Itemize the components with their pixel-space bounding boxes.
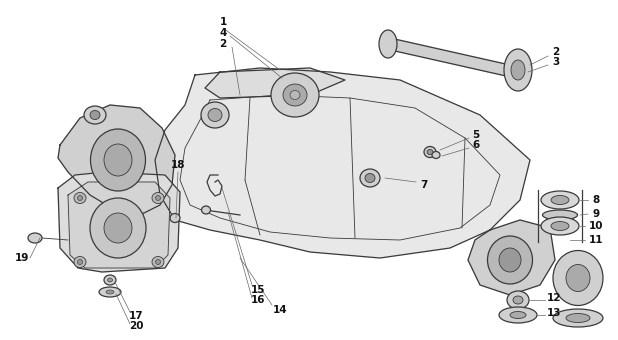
Ellipse shape — [290, 90, 300, 100]
Ellipse shape — [541, 191, 579, 209]
Text: 11: 11 — [589, 235, 603, 245]
Text: 13: 13 — [547, 308, 561, 318]
Ellipse shape — [156, 195, 161, 201]
Text: 4: 4 — [219, 28, 227, 38]
Ellipse shape — [511, 60, 525, 80]
Ellipse shape — [77, 195, 82, 201]
Ellipse shape — [106, 290, 114, 294]
Ellipse shape — [427, 150, 433, 154]
Ellipse shape — [201, 102, 229, 128]
Ellipse shape — [271, 73, 319, 117]
Text: 8: 8 — [593, 195, 599, 205]
Text: 1: 1 — [219, 17, 227, 27]
Ellipse shape — [104, 144, 132, 176]
Text: 12: 12 — [547, 293, 561, 303]
Ellipse shape — [74, 256, 86, 268]
Ellipse shape — [553, 309, 603, 327]
Ellipse shape — [499, 307, 537, 323]
Ellipse shape — [90, 110, 100, 119]
Ellipse shape — [90, 198, 146, 258]
Text: 19: 19 — [15, 253, 29, 263]
Ellipse shape — [104, 275, 116, 285]
Text: 18: 18 — [171, 160, 185, 170]
Ellipse shape — [541, 217, 579, 235]
Ellipse shape — [201, 206, 211, 214]
Ellipse shape — [551, 195, 569, 204]
Ellipse shape — [84, 106, 106, 124]
Text: 7: 7 — [420, 180, 428, 190]
Text: 16: 16 — [251, 295, 265, 305]
Ellipse shape — [513, 296, 523, 304]
Ellipse shape — [156, 259, 161, 265]
Ellipse shape — [283, 84, 307, 106]
Ellipse shape — [99, 287, 121, 297]
Text: 3: 3 — [552, 57, 560, 67]
Ellipse shape — [108, 278, 112, 282]
Ellipse shape — [77, 259, 82, 265]
Ellipse shape — [365, 173, 375, 183]
Ellipse shape — [208, 108, 222, 121]
Ellipse shape — [104, 213, 132, 243]
Ellipse shape — [90, 129, 145, 191]
Ellipse shape — [543, 210, 577, 220]
Ellipse shape — [488, 236, 533, 284]
Ellipse shape — [424, 147, 436, 157]
Text: 5: 5 — [472, 130, 480, 140]
Ellipse shape — [566, 313, 590, 323]
Ellipse shape — [170, 214, 180, 222]
Polygon shape — [205, 68, 345, 98]
Ellipse shape — [553, 251, 603, 306]
Polygon shape — [390, 38, 515, 78]
Ellipse shape — [499, 248, 521, 272]
Ellipse shape — [507, 291, 529, 309]
Text: 9: 9 — [593, 209, 599, 219]
Ellipse shape — [566, 265, 590, 291]
Text: 10: 10 — [589, 221, 603, 231]
Ellipse shape — [152, 256, 164, 268]
Ellipse shape — [510, 311, 526, 319]
Ellipse shape — [504, 49, 532, 91]
Ellipse shape — [74, 192, 86, 204]
Text: 17: 17 — [129, 311, 143, 321]
Ellipse shape — [379, 30, 397, 58]
Text: 2: 2 — [219, 39, 227, 49]
Text: 20: 20 — [129, 321, 143, 331]
Text: 2: 2 — [552, 47, 560, 57]
Text: 15: 15 — [251, 285, 265, 295]
Polygon shape — [58, 105, 175, 215]
Polygon shape — [68, 182, 170, 268]
Ellipse shape — [152, 192, 164, 204]
Text: 14: 14 — [273, 305, 287, 315]
Ellipse shape — [551, 221, 569, 231]
Ellipse shape — [432, 152, 440, 158]
Text: 6: 6 — [472, 140, 480, 150]
Polygon shape — [155, 68, 530, 258]
Ellipse shape — [105, 204, 125, 216]
Polygon shape — [468, 220, 555, 295]
Ellipse shape — [360, 169, 380, 187]
Polygon shape — [58, 172, 180, 272]
Ellipse shape — [28, 233, 42, 243]
